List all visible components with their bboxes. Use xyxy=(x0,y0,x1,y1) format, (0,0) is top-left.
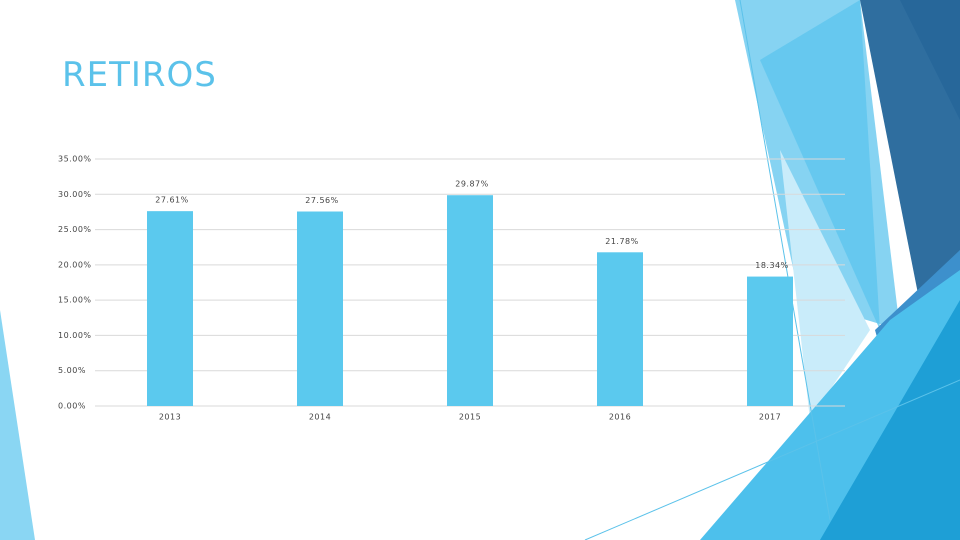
value-label: 29.87% xyxy=(455,180,489,189)
value-label: 27.56% xyxy=(305,196,339,205)
value-label: 18.34% xyxy=(755,261,789,270)
x-tick-label: 2016 xyxy=(609,413,631,422)
shape xyxy=(0,310,35,540)
bar xyxy=(147,211,193,406)
y-tick-label: 10.00% xyxy=(58,331,92,340)
bar xyxy=(297,211,343,406)
shape xyxy=(760,0,880,330)
plot: 0.00% 5.00% 10.00% 15.00% 20.00% 25.00% 30.00%… xyxy=(58,155,845,422)
x-tick-label: 2013 xyxy=(159,413,181,422)
x-tick-label: 2015 xyxy=(459,413,481,422)
value-label: 27.61% xyxy=(155,196,189,205)
bar xyxy=(747,276,793,406)
bar xyxy=(447,195,493,406)
x-tick-label: 2014 xyxy=(309,413,331,422)
y-tick-label: 15.00% xyxy=(58,296,92,305)
shape xyxy=(900,0,960,120)
y-tick-label: 5.00% xyxy=(58,366,86,375)
shape xyxy=(820,300,960,540)
x-tick-label: 2017 xyxy=(759,413,781,422)
line xyxy=(584,379,960,540)
chart-title: RETIROS xyxy=(62,55,217,95)
shape xyxy=(780,150,870,420)
y-tick-label: 0.00% xyxy=(58,402,86,411)
y-tick-label: 35.00% xyxy=(58,155,92,164)
y-tick-label: 20.00% xyxy=(58,260,92,269)
y-tick-label: 30.00% xyxy=(58,190,92,199)
line xyxy=(739,0,831,521)
value-label: 21.78% xyxy=(605,237,639,246)
bar xyxy=(597,252,643,406)
y-tick-label: 25.00% xyxy=(58,225,92,234)
